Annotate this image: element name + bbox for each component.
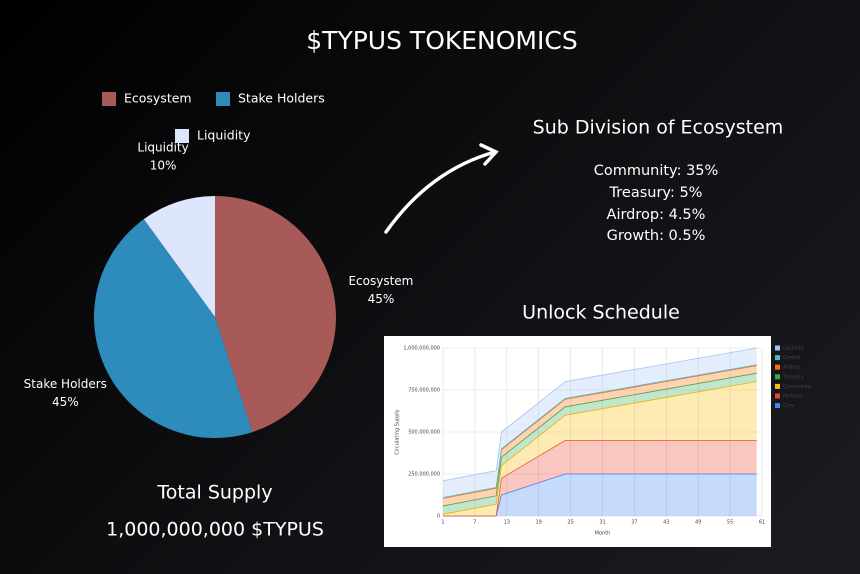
- chart-panel: [384, 336, 771, 547]
- legend-swatch: [775, 364, 780, 370]
- legend-label: Core: [783, 403, 794, 409]
- legend-label: Liquidity: [197, 128, 251, 143]
- arrow-head: [479, 143, 499, 166]
- arrow-curve: [384, 150, 497, 234]
- area-chart: 0 250,000,000 500,000,000 750,000,000 1,000,…: [395, 345, 811, 537]
- slice-label: Stake Holders: [24, 377, 107, 391]
- legend-label: Partners: [783, 394, 803, 400]
- chart-title: Unlock Schedule: [522, 302, 680, 324]
- x-tick-label: 13: [504, 520, 510, 526]
- y-tick-label: 500,000,000: [408, 430, 440, 436]
- supply-value: 1,000,000,000 $TYPUS: [106, 519, 324, 541]
- subdivision-item: Treasury: 5%: [609, 185, 703, 201]
- area: [443, 348, 757, 498]
- subdivision-item: Airdrop: 4.5%: [607, 207, 706, 223]
- slice-value: 10%: [150, 159, 177, 173]
- x-tick-label: 49: [695, 520, 701, 526]
- legend-label: Ecosystem: [124, 91, 192, 106]
- pie-chart: Ecosystem 45% Stake Holders 45% Liquidity 10%…: [24, 91, 413, 438]
- area-line: [442, 364, 757, 498]
- y-tick-label: 250,000,000: [408, 472, 440, 478]
- title: $TYPUS TOKENOMICS: [306, 26, 577, 55]
- area: [443, 381, 757, 516]
- legend-label: Airdrop: [783, 365, 800, 371]
- x-tick-label: 7: [473, 520, 476, 526]
- slice-value: 45%: [52, 395, 79, 409]
- subdivision-title: Sub Division of Ecosystem: [533, 117, 784, 139]
- legend-swatch: [775, 393, 780, 399]
- supply-label: Total Supply: [156, 482, 272, 504]
- y-tick-label: 0: [437, 514, 440, 520]
- x-tick-label: 19: [536, 520, 542, 526]
- area-line: [442, 372, 757, 507]
- legend-swatch: [102, 92, 116, 106]
- legend-swatch: [775, 383, 780, 389]
- legend-swatch: [775, 374, 780, 380]
- y-tick-label: 750,000,000: [408, 388, 440, 394]
- subdivision-item: Community: 35%: [594, 163, 719, 179]
- arrow: [384, 143, 499, 234]
- legend-swatch: [175, 129, 189, 143]
- legend-swatch: [775, 403, 780, 409]
- legend-swatch: [775, 355, 780, 361]
- legend-label: Liquidity: [783, 346, 804, 352]
- y-tick-label: 1,000,000,000: [403, 346, 440, 352]
- legend-swatch: [216, 92, 230, 106]
- slice-value: 45%: [368, 292, 395, 306]
- x-tick-label: 25: [567, 520, 573, 526]
- area: [443, 474, 757, 516]
- x-tick-label: 1: [441, 520, 444, 526]
- x-tick-label: 31: [599, 520, 605, 526]
- x-tick-label: 37: [631, 520, 637, 526]
- area: [443, 440, 757, 516]
- slice-label: Ecosystem: [348, 274, 413, 288]
- x-tick-label: 61: [759, 520, 765, 526]
- pie-slice: [215, 196, 336, 433]
- x-axis-label: Month: [595, 531, 611, 537]
- x-tick-label: 43: [663, 520, 669, 526]
- legend-label: Stake Holders: [238, 91, 325, 106]
- area-line: [442, 347, 757, 482]
- legend-label: Community: [783, 384, 811, 390]
- subdivision-item: Growth: 0.5%: [607, 228, 706, 244]
- legend-label: Growth: [783, 355, 800, 361]
- legend-label: Treasury: [782, 374, 803, 380]
- pie-slice: [143, 196, 215, 317]
- y-axis-label: Circulating Supply: [395, 409, 401, 455]
- area-line: [443, 440, 757, 517]
- slice-label: Liquidity: [137, 141, 188, 155]
- x-tick-label: 55: [727, 520, 733, 526]
- area: [443, 365, 757, 506]
- legend-swatch: [775, 345, 780, 351]
- pie-slice: [94, 219, 253, 438]
- area-line: [442, 381, 757, 515]
